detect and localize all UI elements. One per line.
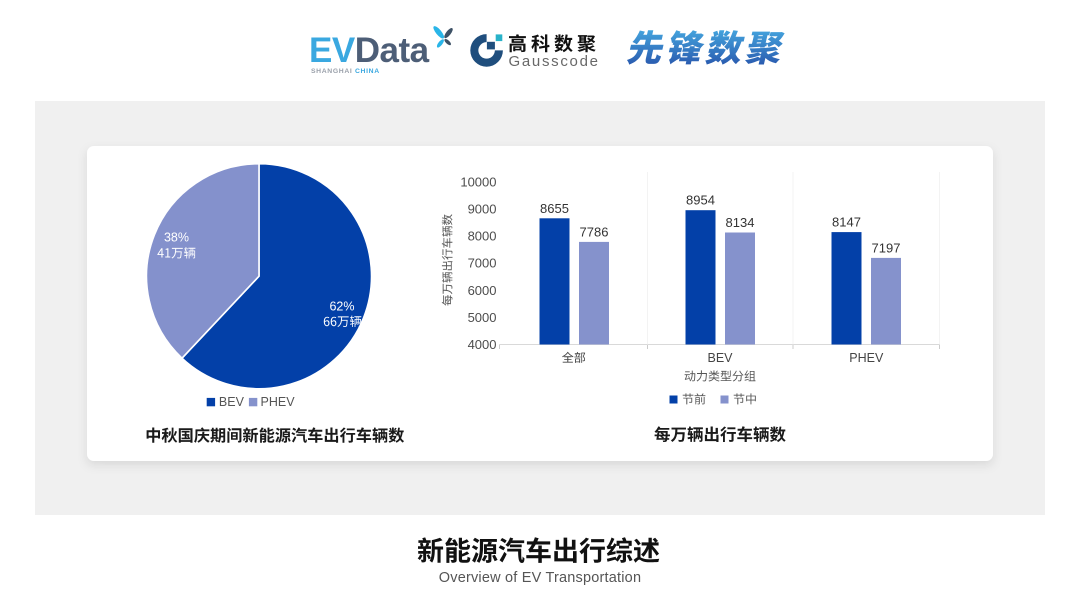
svg-text:8147: 8147 [832,215,861,230]
svg-text:8134: 8134 [726,215,755,230]
svg-text:7000: 7000 [468,256,497,271]
svg-text:6000: 6000 [468,283,497,298]
svg-text:5000: 5000 [468,310,497,325]
svg-text:8655: 8655 [540,201,569,216]
svg-text:EVData: EVData [309,31,430,70]
svg-text:BEV: BEV [219,395,245,409]
svg-text:38%: 38% [164,231,189,245]
svg-text:SHANGHAI CHINA: SHANGHAI CHINA [311,68,380,75]
svg-text:Gausscode: Gausscode [509,53,600,70]
svg-text:9000: 9000 [468,202,497,217]
svg-text:62%: 62% [329,300,354,314]
svg-text:7197: 7197 [872,240,901,255]
svg-text:BEV: BEV [707,351,733,365]
svg-text:8954: 8954 [686,193,715,208]
svg-text:7786: 7786 [580,224,609,239]
svg-text:10000: 10000 [460,174,496,189]
svg-text:Overview of EV Transportation: Overview of EV Transportation [439,570,641,586]
svg-text:8000: 8000 [468,229,497,244]
svg-text:PHEV: PHEV [261,395,296,409]
svg-text:PHEV: PHEV [849,351,884,365]
svg-text:4000: 4000 [468,337,497,352]
